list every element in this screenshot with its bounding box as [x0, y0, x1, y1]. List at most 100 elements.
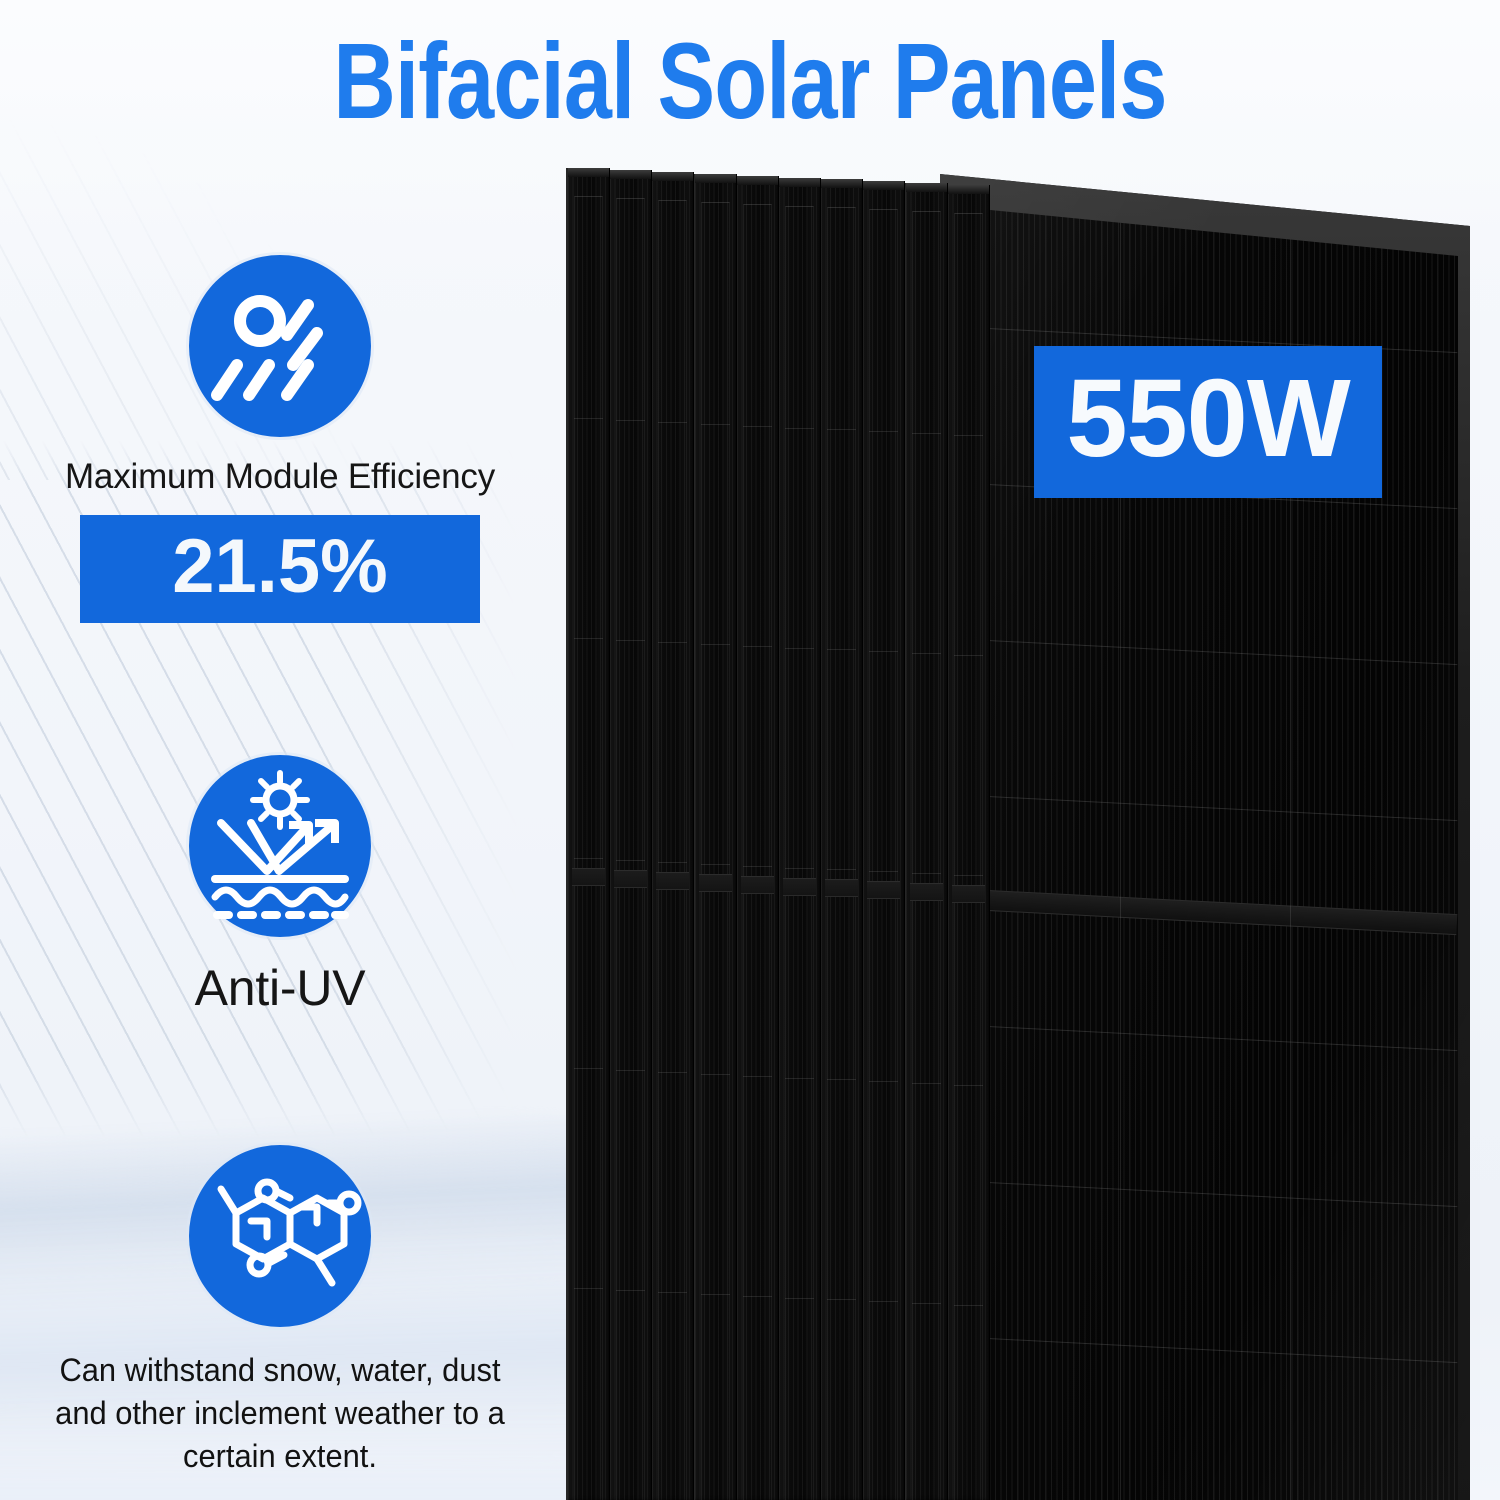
panel-inner-frame	[700, 201, 730, 1500]
panel-cell-divider	[785, 647, 814, 649]
panel-bus-gap	[656, 871, 690, 890]
panel-cell-divider	[700, 423, 730, 425]
panel-top-edge	[863, 181, 905, 191]
panel-cell-divider	[700, 643, 730, 645]
panel-cell-divider	[700, 1293, 730, 1295]
panel-cell-divider	[616, 1069, 646, 1071]
panel-cell-divider	[574, 418, 603, 419]
panel-top-edge	[652, 171, 694, 181]
panel-bus-gap	[783, 877, 816, 896]
panel-cell-divider	[911, 433, 941, 435]
panel-bus-gap	[740, 875, 774, 894]
panel-inner-frame	[574, 196, 603, 1500]
panel-cell-divider	[953, 875, 983, 877]
panel-cell-divider	[785, 1297, 814, 1299]
panel-top-edge	[779, 177, 820, 187]
stacked-solar-panel	[692, 173, 737, 1500]
panel-cell-divider	[658, 861, 688, 863]
panel-cell-divider	[911, 1303, 941, 1305]
panel-bus-gap	[614, 869, 648, 888]
panel-cell-divider	[742, 1295, 772, 1297]
panel-inner-frame	[869, 209, 899, 1500]
panel-inner-frame	[742, 203, 772, 1500]
panel-cell-divider	[574, 638, 603, 639]
panel-cell-divider	[785, 1077, 814, 1079]
feature-efficiency: Maximum Module Efficiency 21.5%	[0, 255, 560, 623]
panel-cell-divider	[869, 1081, 899, 1083]
panel-bus-gap	[825, 879, 859, 898]
panel-cell-divider	[574, 1288, 603, 1289]
feature-weather-description: Can withstand snow, water, dust and othe…	[55, 1352, 505, 1474]
panel-cell-divider	[574, 1068, 603, 1069]
molecule-icon	[189, 1145, 371, 1327]
panel-cell-divider	[700, 1073, 730, 1075]
wattage-value: 550W	[1066, 357, 1350, 480]
panel-cell-divider	[616, 419, 646, 421]
stacked-solar-panel	[650, 171, 695, 1500]
stacked-solar-panel	[819, 179, 864, 1500]
panel-cell-divider	[616, 1289, 646, 1291]
panel-cell-divider	[911, 873, 941, 875]
panel-cell-divider	[742, 425, 772, 427]
panel-cell-divider	[827, 869, 857, 871]
page-title: Bifacial Solar Panels	[333, 20, 1167, 141]
panel-cell-divider	[953, 435, 983, 437]
panel-top-edge	[736, 175, 778, 185]
panel-inner-frame	[616, 197, 646, 1500]
panel-cell-divider	[616, 639, 646, 641]
stacked-solar-panel	[566, 168, 610, 1500]
panel-inner-frame	[911, 211, 941, 1500]
panel-cell-divider	[658, 641, 688, 643]
feature-efficiency-label: Maximum Module Efficiency	[64, 457, 496, 496]
panel-cell-divider	[869, 431, 899, 433]
panel-cell-divider	[742, 1075, 772, 1077]
uv-reflection-shield-icon	[189, 755, 371, 937]
panel-cell-divider	[827, 1299, 857, 1301]
panel-cell-divider	[742, 865, 772, 867]
panel-inner-frame	[785, 205, 814, 1500]
stacked-solar-panel	[608, 169, 653, 1500]
panel-cell-divider	[827, 649, 857, 651]
panel-cell-divider	[911, 1083, 941, 1085]
panel-bus-gap	[951, 885, 985, 904]
efficiency-stat-badge: 21.5%	[80, 515, 480, 623]
panel-bus-gap	[867, 881, 901, 900]
panel-cell-divider	[953, 1305, 983, 1307]
panel-cell-divider	[658, 421, 688, 423]
panel-cell-divider	[827, 429, 857, 431]
panel-top-edge	[821, 179, 863, 189]
sun-rays-icon	[189, 255, 371, 437]
panel-cell-divider	[911, 653, 941, 655]
stacked-solar-panel	[734, 175, 779, 1500]
panel-top-edge	[947, 185, 989, 195]
panel-cell-divider	[869, 651, 899, 653]
panel-cell-divider	[869, 871, 899, 873]
panel-cell-divider	[574, 858, 603, 859]
panel-inner-frame	[658, 199, 688, 1500]
feature-anti-uv: Anti-UV	[0, 755, 560, 1017]
panel-inner-frame	[827, 207, 857, 1500]
feature-anti-uv-label: Anti-UV	[194, 960, 366, 1016]
panel-cell-divider	[869, 1301, 899, 1303]
panel-bus-gap	[698, 873, 732, 892]
panel-bus-gap	[572, 868, 605, 886]
wattage-badge: 550W	[1034, 346, 1382, 498]
panel-top-edge	[905, 183, 947, 193]
panel-cell-divider	[785, 427, 814, 429]
panel-cell-divider	[953, 1085, 983, 1087]
panel-cell-divider	[785, 867, 814, 869]
panel-inner-frame	[953, 213, 983, 1500]
stacked-solar-panel	[903, 183, 948, 1500]
stacked-solar-panel	[777, 177, 821, 1500]
stacked-solar-panel	[945, 185, 990, 1500]
panel-top-edge	[568, 168, 609, 177]
panel-cell-divider	[700, 863, 730, 865]
efficiency-stat-value: 21.5%	[172, 524, 388, 609]
stacked-solar-panel	[861, 181, 906, 1500]
panel-cell-divider	[658, 1291, 688, 1293]
panel-cell-divider	[658, 1071, 688, 1073]
panel-top-edge	[610, 169, 652, 179]
panel-bus-gap	[909, 883, 943, 902]
panel-top-edge	[694, 173, 736, 183]
